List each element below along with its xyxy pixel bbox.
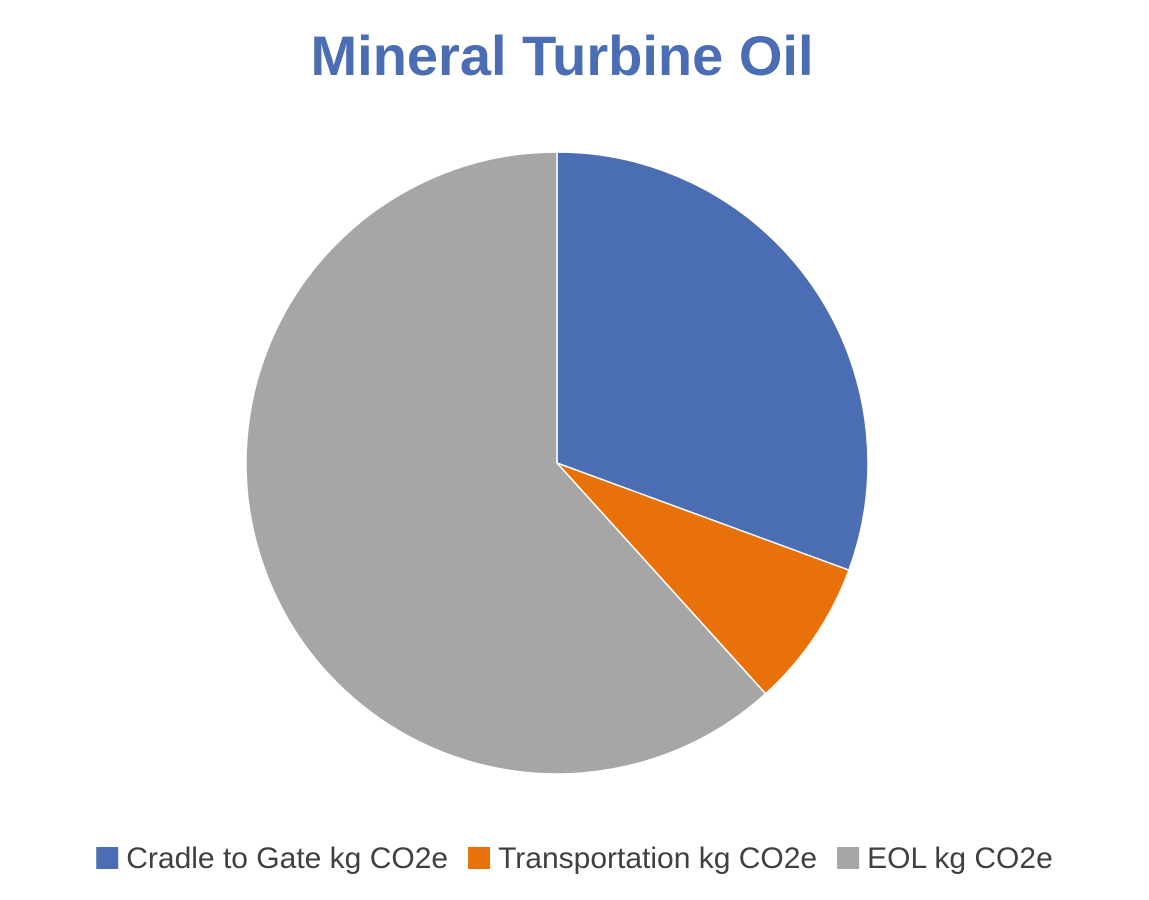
legend-label: Transportation kg CO2e <box>498 842 817 875</box>
chart-title: Mineral Turbine Oil <box>310 24 813 87</box>
legend-swatch <box>96 847 119 869</box>
legend-label: EOL kg CO2e <box>867 842 1053 875</box>
legend-swatch <box>468 847 491 869</box>
pie-slice <box>556 462 850 695</box>
pie-slice <box>245 151 767 775</box>
pie-slice <box>556 151 869 572</box>
legend-swatch <box>837 847 860 869</box>
legend-label: Cradle to Gate kg CO2e <box>126 842 448 875</box>
